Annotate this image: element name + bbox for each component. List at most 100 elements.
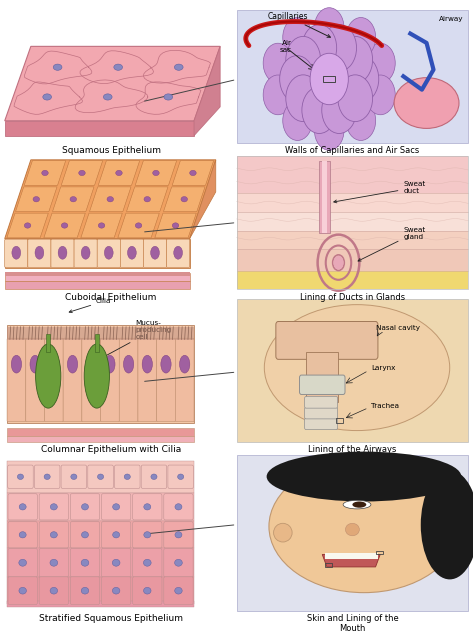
FancyBboxPatch shape — [35, 465, 60, 488]
Ellipse shape — [35, 246, 44, 259]
Polygon shape — [322, 555, 380, 567]
Bar — [236, 231, 468, 249]
FancyBboxPatch shape — [132, 522, 162, 548]
Polygon shape — [5, 160, 216, 238]
FancyBboxPatch shape — [166, 239, 190, 268]
Polygon shape — [155, 213, 196, 238]
Polygon shape — [89, 187, 131, 212]
FancyBboxPatch shape — [70, 522, 100, 548]
Ellipse shape — [18, 474, 24, 480]
Ellipse shape — [175, 588, 182, 594]
FancyBboxPatch shape — [119, 338, 138, 422]
FancyBboxPatch shape — [88, 465, 114, 488]
Bar — [236, 156, 468, 289]
Ellipse shape — [116, 170, 122, 176]
Ellipse shape — [79, 170, 85, 176]
Bar — [236, 10, 468, 143]
Ellipse shape — [181, 197, 187, 202]
Ellipse shape — [150, 246, 159, 259]
Text: Nasal cavity: Nasal cavity — [376, 324, 420, 331]
Circle shape — [283, 100, 312, 141]
Circle shape — [283, 18, 312, 57]
Ellipse shape — [178, 474, 184, 480]
Ellipse shape — [67, 356, 78, 373]
Text: Mucus-
producing
cell: Mucus- producing cell — [95, 320, 172, 361]
Text: Lining of Ducts in Glands: Lining of Ducts in Glands — [300, 293, 405, 301]
Circle shape — [322, 25, 357, 71]
Ellipse shape — [175, 559, 182, 566]
Ellipse shape — [43, 94, 52, 100]
Circle shape — [302, 25, 337, 71]
Ellipse shape — [135, 223, 142, 228]
Ellipse shape — [97, 474, 104, 480]
Bar — [236, 271, 468, 289]
Ellipse shape — [175, 64, 183, 71]
Ellipse shape — [19, 588, 26, 594]
Ellipse shape — [124, 474, 131, 480]
FancyBboxPatch shape — [39, 494, 69, 520]
FancyBboxPatch shape — [132, 548, 162, 577]
Bar — [319, 161, 330, 233]
Circle shape — [310, 53, 348, 105]
Ellipse shape — [273, 523, 292, 542]
Bar — [5, 273, 190, 281]
Ellipse shape — [105, 356, 115, 373]
Circle shape — [333, 256, 343, 270]
Bar — [7, 548, 194, 577]
Ellipse shape — [24, 223, 31, 228]
Ellipse shape — [343, 501, 371, 509]
Bar — [324, 563, 332, 567]
Ellipse shape — [107, 197, 114, 202]
Circle shape — [338, 75, 373, 121]
Ellipse shape — [50, 559, 58, 566]
Ellipse shape — [12, 246, 21, 259]
Ellipse shape — [81, 588, 89, 594]
Polygon shape — [98, 161, 140, 185]
FancyBboxPatch shape — [164, 548, 193, 577]
Polygon shape — [5, 121, 194, 135]
Bar — [7, 492, 194, 521]
Text: Cuboidal Epithelium: Cuboidal Epithelium — [65, 293, 157, 301]
FancyBboxPatch shape — [70, 577, 100, 605]
Bar — [236, 156, 468, 193]
Circle shape — [366, 75, 395, 114]
Polygon shape — [44, 213, 85, 238]
Ellipse shape — [394, 78, 459, 128]
Ellipse shape — [35, 344, 61, 408]
Ellipse shape — [19, 504, 26, 510]
Text: Skin and Lining of the
Mouth: Skin and Lining of the Mouth — [307, 614, 398, 633]
Ellipse shape — [345, 523, 359, 536]
FancyBboxPatch shape — [28, 239, 51, 268]
Polygon shape — [81, 213, 123, 238]
Ellipse shape — [19, 559, 26, 566]
FancyBboxPatch shape — [157, 338, 175, 422]
FancyBboxPatch shape — [299, 375, 345, 394]
FancyBboxPatch shape — [175, 338, 194, 422]
Ellipse shape — [81, 532, 88, 538]
Polygon shape — [24, 161, 66, 185]
Bar — [236, 212, 468, 231]
FancyBboxPatch shape — [132, 577, 162, 605]
Ellipse shape — [42, 170, 48, 176]
Text: Cilia: Cilia — [69, 298, 112, 313]
Circle shape — [346, 18, 376, 57]
Ellipse shape — [128, 246, 136, 259]
Ellipse shape — [113, 588, 120, 594]
FancyBboxPatch shape — [97, 239, 120, 268]
Ellipse shape — [190, 170, 196, 176]
FancyBboxPatch shape — [102, 522, 131, 548]
FancyBboxPatch shape — [8, 577, 37, 605]
Ellipse shape — [123, 356, 134, 373]
Ellipse shape — [84, 344, 109, 408]
Circle shape — [315, 8, 344, 48]
Ellipse shape — [50, 532, 57, 538]
Ellipse shape — [172, 223, 179, 228]
Bar — [46, 334, 51, 352]
FancyBboxPatch shape — [305, 418, 338, 430]
Ellipse shape — [81, 559, 89, 566]
Circle shape — [280, 55, 315, 102]
Text: Stratified Squamous Epithelium: Stratified Squamous Epithelium — [39, 614, 183, 623]
Text: Walls of Capillaries and Air Sacs: Walls of Capillaries and Air Sacs — [285, 146, 420, 155]
Bar — [376, 551, 383, 555]
FancyBboxPatch shape — [7, 338, 26, 422]
